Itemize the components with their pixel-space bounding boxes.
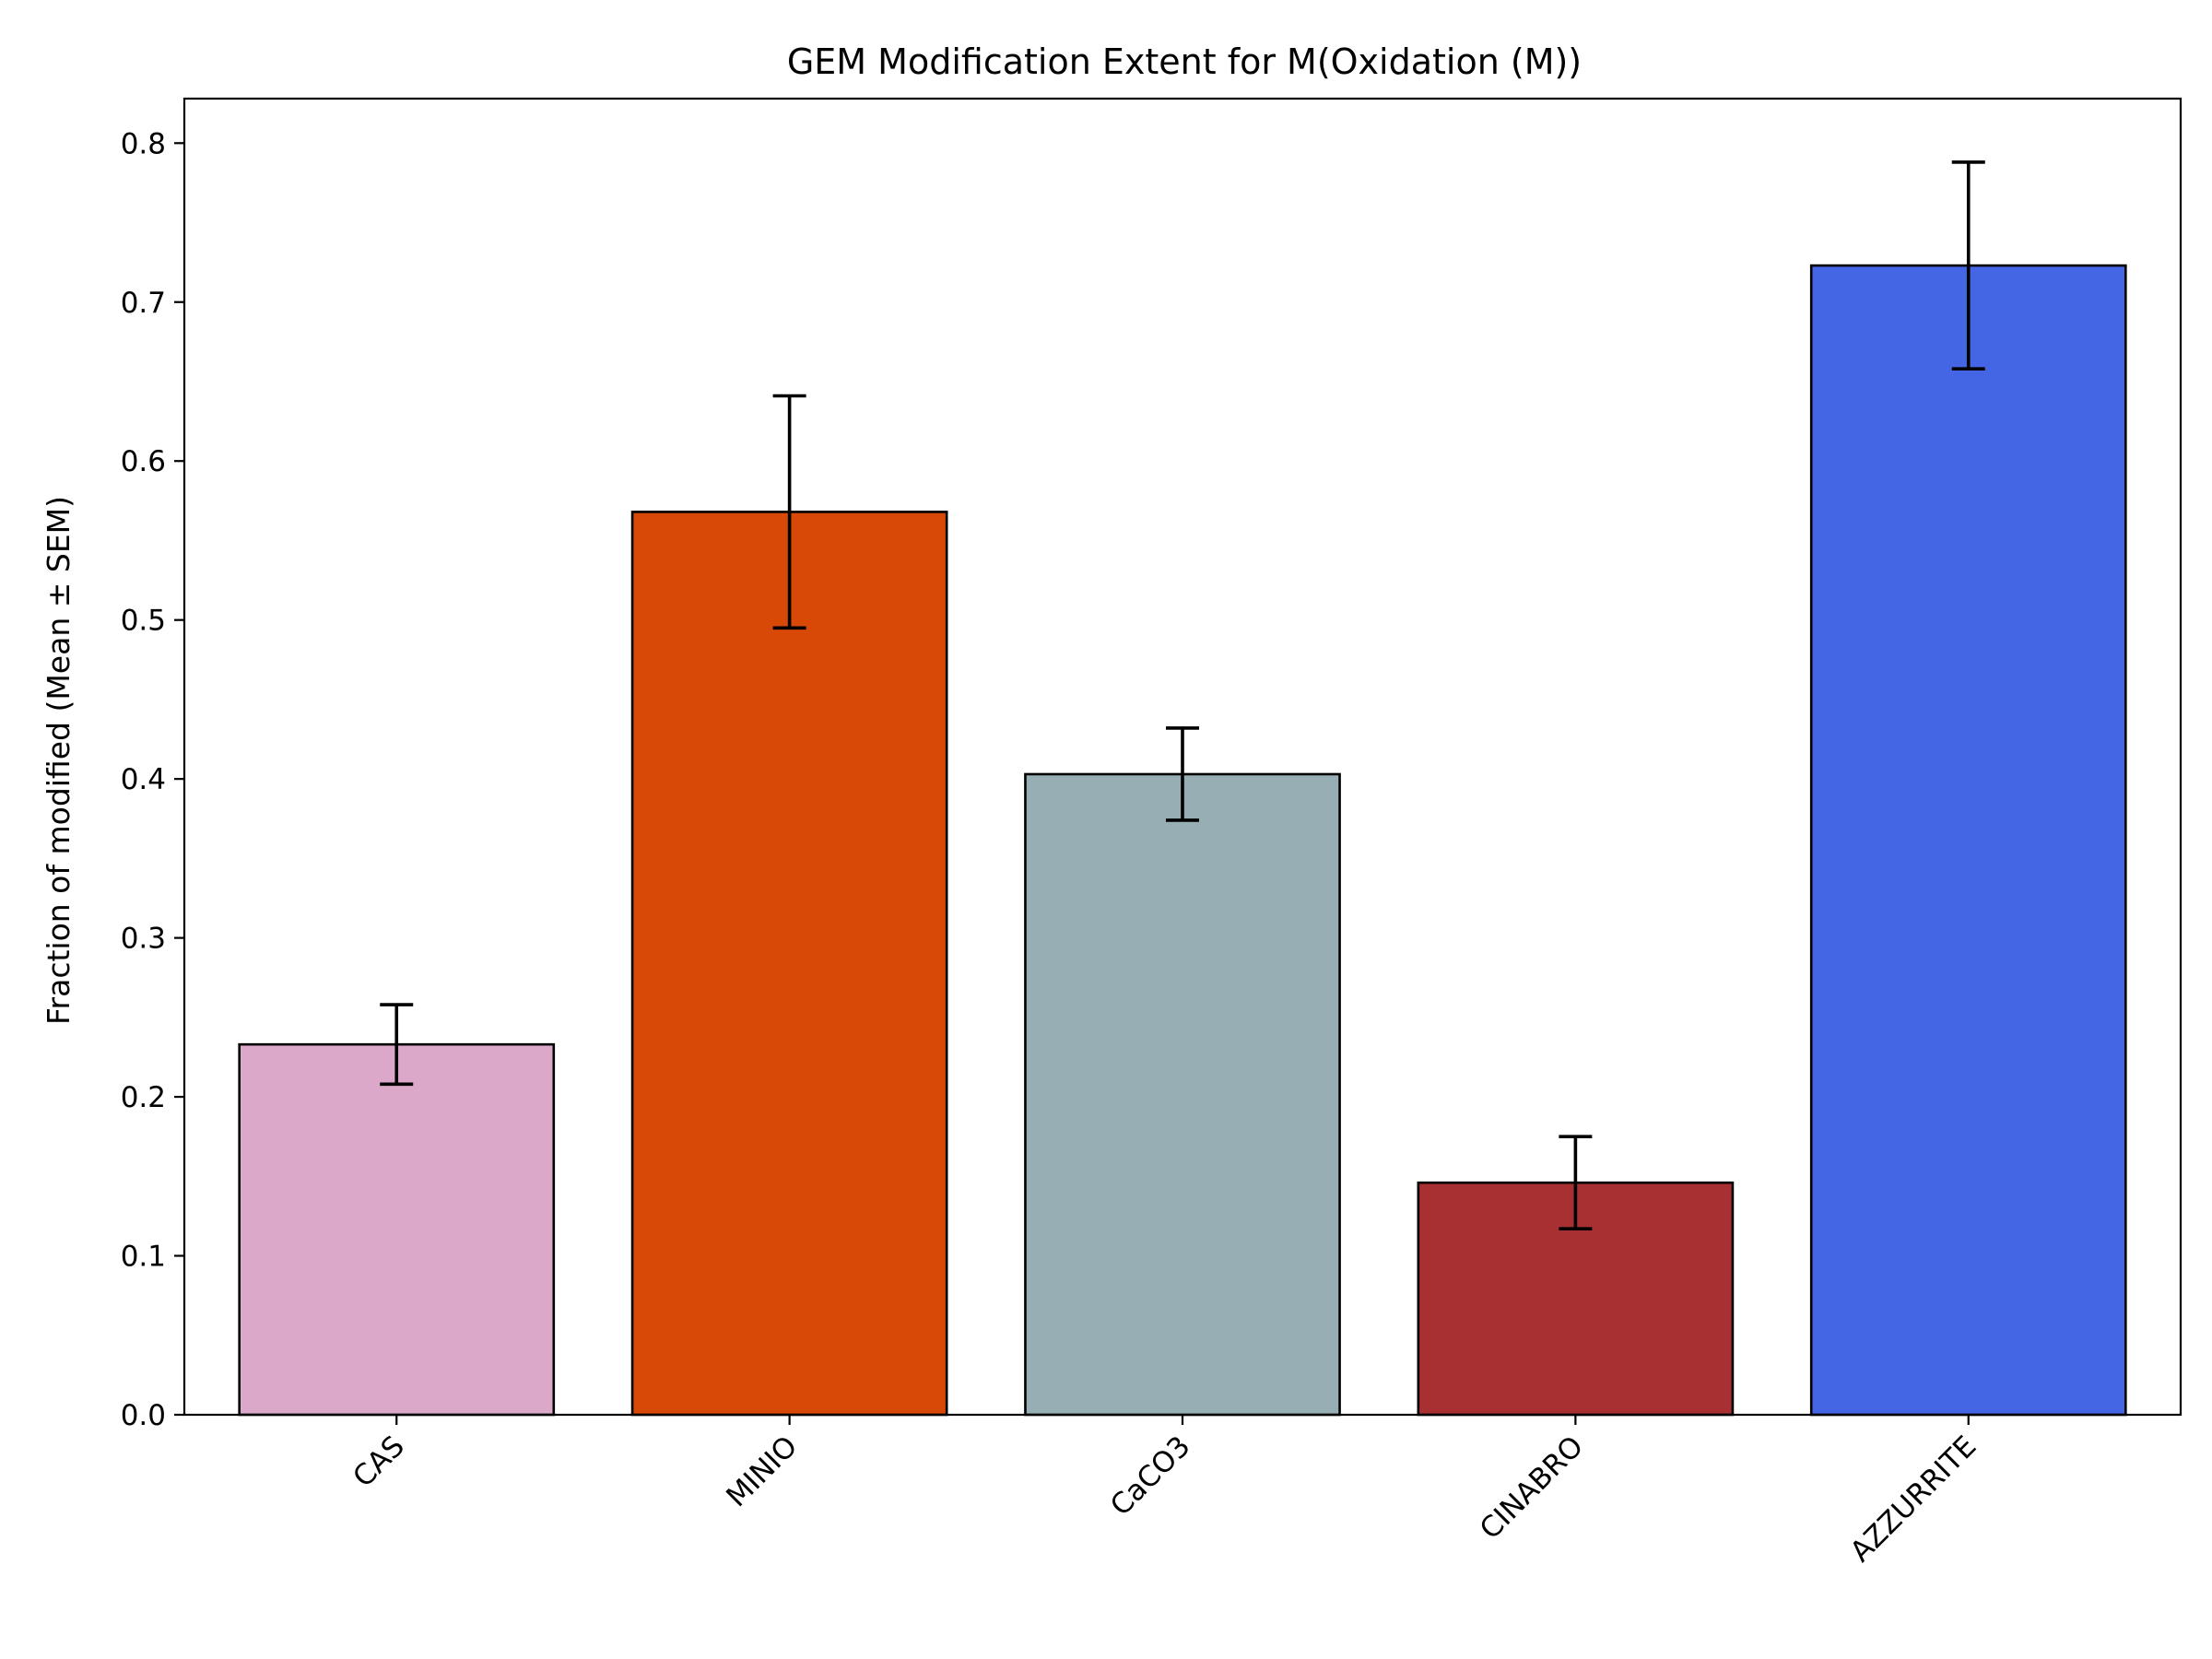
error-bar-minio	[772, 394, 806, 630]
y-tick-label: 0.7	[121, 287, 166, 320]
bar-minio	[630, 511, 948, 1417]
y-tick-label: 0.1	[121, 1241, 166, 1274]
plot-area: 0.0 0.1 0.2 0.3 0.4 0.5 0.6 0.7 0.8 CAS MINIO CaCO3…	[121, 97, 2183, 1569]
x-tick-label: AZZURRITE	[1844, 1430, 1983, 1569]
x-tick-label: CAS	[347, 1430, 411, 1494]
bar-azzurrite	[1809, 264, 2127, 1417]
chart-title: GEM Modification Extent for M(Oxidation …	[787, 41, 1582, 82]
y-tick-label: 0.3	[121, 923, 166, 956]
x-tick-label: MINIO	[720, 1430, 804, 1513]
error-bar-azzurrite	[1951, 160, 1985, 371]
y-tick-label: 0.5	[121, 605, 166, 638]
y-tick-label: 0.0	[121, 1399, 166, 1432]
y-tick-label: 0.6	[121, 445, 166, 478]
error-bar-caco3	[1166, 726, 1199, 822]
bar-caco3	[1024, 772, 1341, 1417]
error-bar-cas	[380, 1003, 414, 1087]
x-tick-label: CINABRO	[1474, 1430, 1590, 1546]
y-tick-label: 0.8	[121, 127, 166, 160]
y-tick-label: 0.4	[121, 763, 166, 796]
y-axis-label: Fraction of modified (Mean ± SEM)	[41, 496, 76, 1025]
x-tick-label: CaCO3	[1104, 1430, 1197, 1523]
error-bar-cinabro	[1559, 1135, 1593, 1231]
y-tick-label: 0.2	[121, 1081, 166, 1114]
bar-cas	[238, 1042, 556, 1417]
